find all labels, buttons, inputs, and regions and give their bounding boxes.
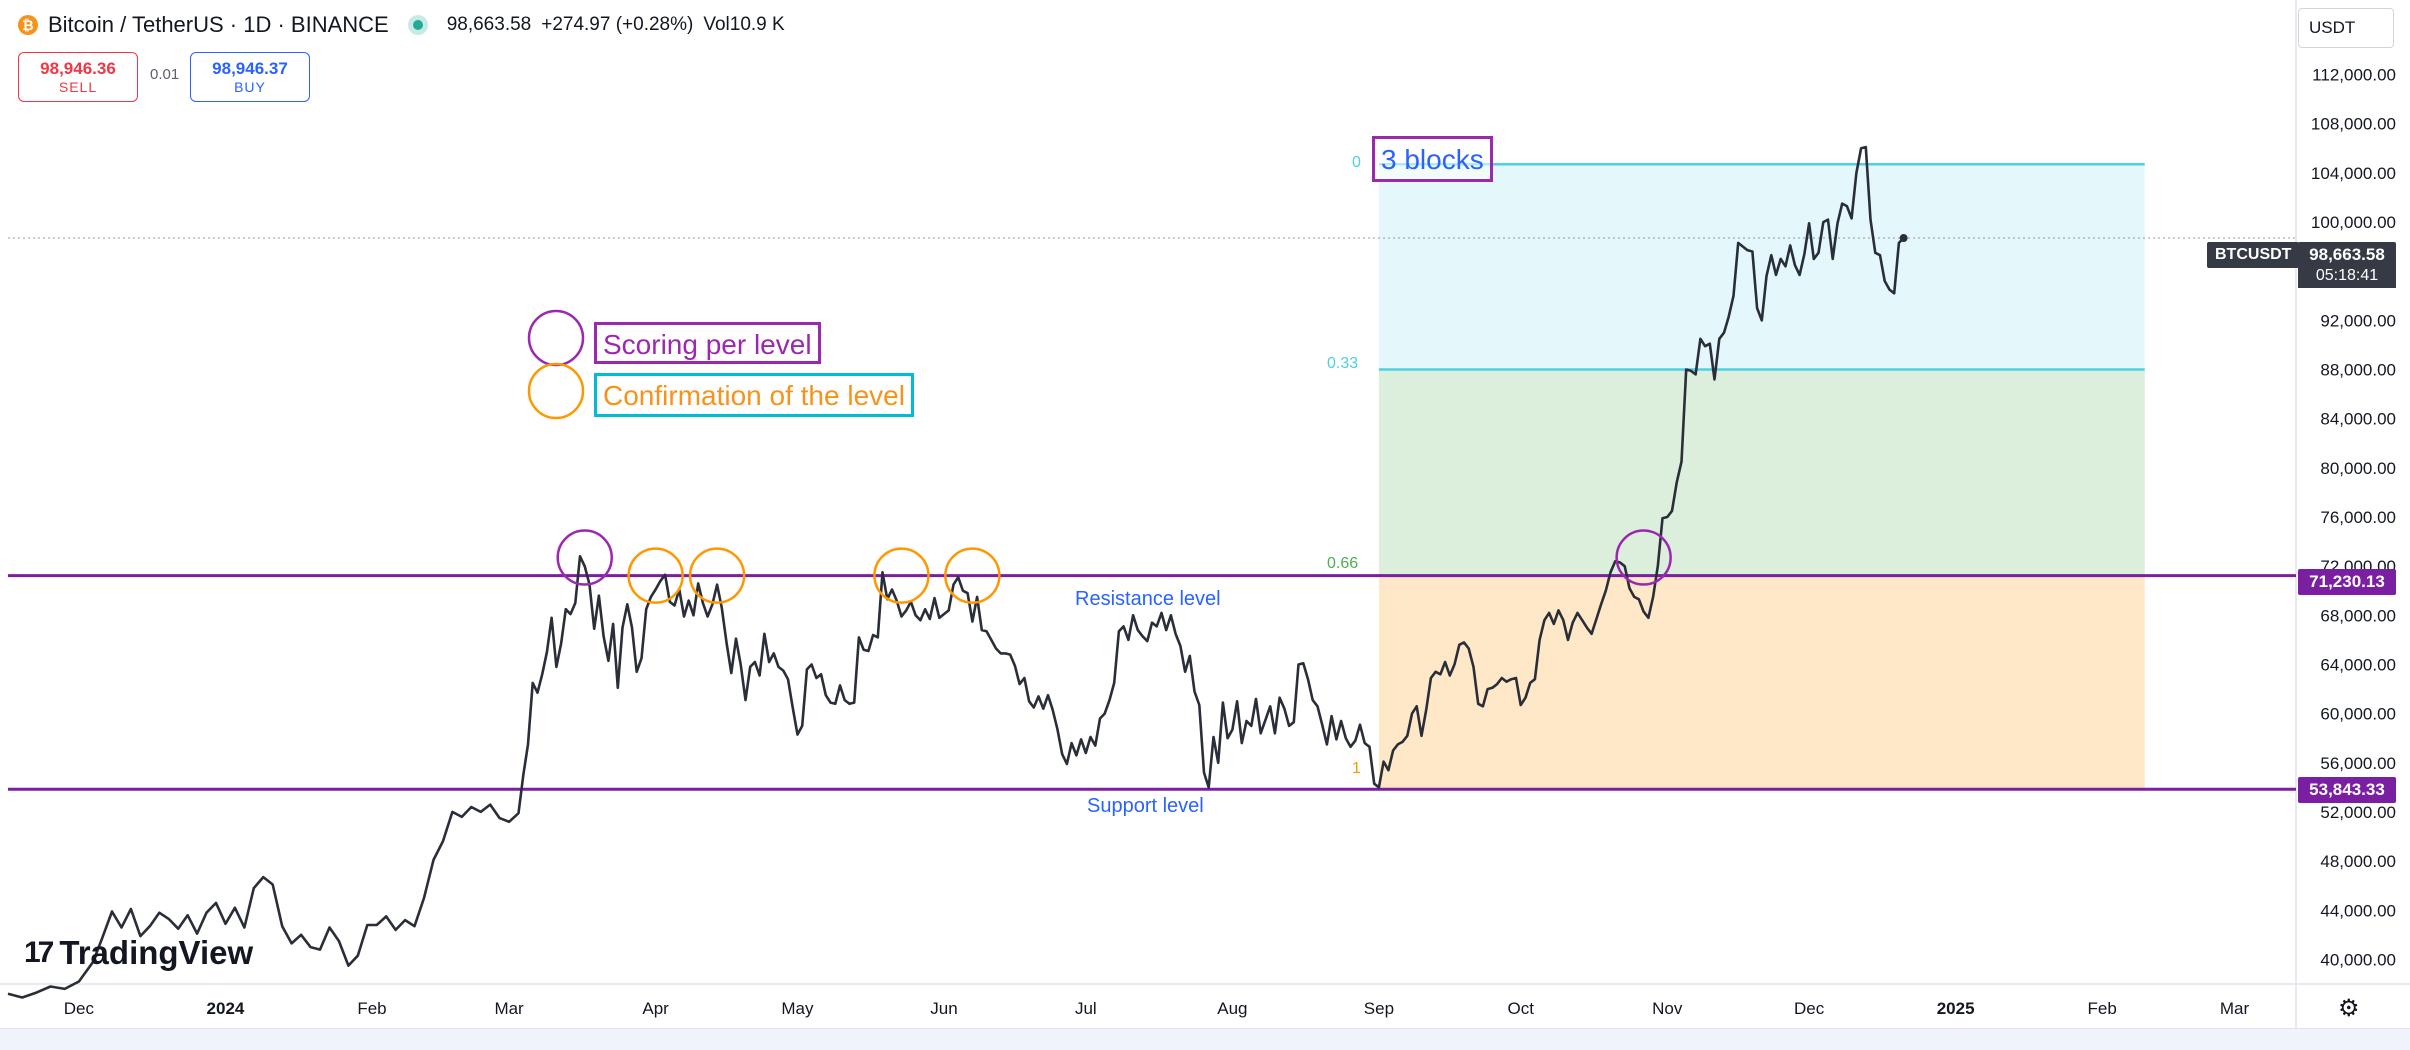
x-tick-label: Jul [1075, 999, 1097, 1018]
tradingview-logo-text: TradingView [59, 934, 254, 971]
bitcoin-icon: ₿ [18, 15, 38, 35]
header-price: 98,663.58 [446, 14, 532, 35]
buy-label: BUY [234, 79, 266, 95]
x-tick-label: Dec [64, 999, 95, 1018]
y-tick-label: 40,000.00 [2320, 950, 2396, 969]
gear-icon[interactable]: ⚙ [2338, 995, 2360, 1022]
confirmation-circle [944, 547, 1001, 604]
tradingview-logo[interactable]: 17 TradingView [24, 934, 253, 972]
y-tick-label: 108,000.00 [2311, 115, 2396, 134]
x-tick-label: Sep [1364, 999, 1394, 1018]
y-tick-label: 84,000.00 [2320, 410, 2396, 429]
y-tick-label: 48,000.00 [2320, 852, 2396, 871]
fib-ratio-033: 0.33 [1327, 355, 1359, 372]
chart-header: ₿ Bitcoin / TetherUS · 1D · BINANCE 98,6… [0, 0, 785, 50]
y-tick-label: 64,000.00 [2320, 655, 2396, 674]
y-tick-label: 104,000.00 [2311, 164, 2396, 183]
tradingview-logo-mark: 17 [24, 936, 54, 969]
x-tick-label: Aug [1217, 999, 1247, 1018]
x-tick-label: Mar [2220, 999, 2250, 1018]
confirmation-label: Confirmation of the level [594, 373, 914, 417]
y-tick-label: 56,000.00 [2320, 754, 2396, 773]
symbol-title[interactable]: Bitcoin / TetherUS · 1D · BINANCE [48, 12, 389, 37]
last-price-point [1899, 234, 1908, 243]
y-tick-label: 68,000.00 [2320, 606, 2396, 625]
support-price-tag: 53,843.33 [2298, 777, 2396, 803]
x-tick-label: Apr [642, 999, 669, 1018]
y-tick-label: 52,000.00 [2320, 803, 2396, 822]
y-tick-label: 60,000.00 [2320, 705, 2396, 724]
fib-ratio-066: 0.66 [1327, 555, 1359, 572]
x-tick-label: 2024 [207, 999, 245, 1018]
support-label: Support level [1087, 795, 1204, 817]
buy-price: 98,946.37 [212, 59, 288, 78]
y-tick-label: 100,000.00 [2311, 213, 2396, 232]
blocks-label: 3 blocks [1372, 136, 1493, 182]
x-tick-label: Dec [1794, 999, 1825, 1018]
confirmation-circle [688, 547, 746, 604]
scoring-circle [1615, 529, 1672, 586]
y-tick-label: 88,000.00 [2320, 361, 2396, 380]
buy-button[interactable]: 98,946.37 BUY [190, 52, 310, 102]
fib-zone-0 [1378, 164, 2145, 370]
header-volume: Vol10.9 K [703, 14, 785, 35]
bottom-toolbar [0, 1028, 2410, 1050]
sell-button[interactable]: 98,946.36 SELL [18, 52, 138, 102]
x-tick-label: Nov [1652, 999, 1683, 1018]
spread-value: 0.01 [150, 66, 180, 83]
confirmation-circle [873, 547, 930, 604]
price-series-line [7, 145, 1905, 999]
x-tick-label: Mar [494, 999, 524, 1018]
fib-zone-1 [1378, 369, 2145, 576]
legend-confirmation-circle [527, 362, 585, 420]
x-tick-label: Oct [1508, 999, 1535, 1018]
x-tick-label: Feb [357, 999, 386, 1018]
fib-ratio-1: 1 [1352, 760, 1361, 777]
y-tick-label: 112,000.00 [2312, 66, 2396, 85]
x-tick-label: May [781, 999, 814, 1018]
sell-price: 98,946.36 [40, 59, 116, 78]
last-price-tag: 98,663.58 [2298, 242, 2396, 268]
y-tick-label: 80,000.00 [2320, 459, 2396, 478]
fib-ratio-0: 0 [1352, 154, 1361, 171]
scoring-label: Scoring per level [594, 322, 821, 364]
x-tick-label: Jun [930, 999, 957, 1018]
scoring-circle [556, 529, 613, 586]
y-tick-label: 76,000.00 [2320, 508, 2396, 527]
resistance-price-tag: 71,230.13 [2298, 569, 2396, 595]
x-tick-label: 2025 [1937, 999, 1975, 1018]
y-tick-label: 44,000.00 [2320, 901, 2396, 920]
confirmation-circle [627, 547, 684, 604]
countdown-tag: 05:18:41 [2298, 264, 2396, 288]
currency-select[interactable]: USDT [2298, 8, 2394, 48]
market-status-dot [412, 20, 423, 30]
fib-zone-2 [1378, 575, 2145, 790]
resistance-label: Resistance level [1075, 588, 1221, 610]
sell-label: SELL [58, 79, 98, 95]
header-change: +274.97 (+0.28%) [541, 14, 694, 35]
symbol-price-tag: BTCUSDT [2207, 242, 2300, 268]
x-tick-label: Feb [2088, 999, 2117, 1018]
y-tick-label: 92,000.00 [2320, 311, 2396, 330]
